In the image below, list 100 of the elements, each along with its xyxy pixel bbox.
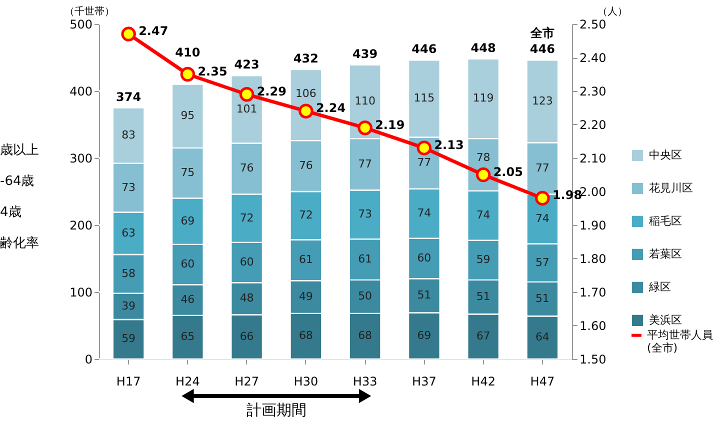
data-label: 76 — [240, 162, 254, 175]
data-label: 77 — [358, 157, 372, 170]
y2-tick-label: 2.30 — [580, 84, 606, 98]
legend-label: 若葉区 — [649, 247, 682, 260]
y-tick-label: 0 — [84, 352, 92, 366]
data-label: 101 — [236, 102, 258, 116]
total-label: 432 — [293, 52, 318, 66]
data-label: 2.35 — [198, 64, 228, 78]
total-label: 423 — [234, 58, 260, 72]
x-tick-label: H47 — [530, 374, 555, 388]
total-label: 446 — [412, 42, 437, 56]
point — [298, 104, 314, 118]
data-label: 60 — [180, 258, 195, 271]
data-label: 2.47 — [138, 24, 168, 38]
data-label: 49 — [298, 290, 313, 304]
y2-tick-label: 1.90 — [580, 218, 606, 232]
total-label: 439 — [352, 46, 378, 61]
y2-tick-label: 1.80 — [580, 252, 606, 266]
data-label: 46 — [180, 293, 195, 306]
legend-label: 美浜区 — [649, 313, 682, 326]
data-label: 75 — [180, 166, 195, 180]
y-tick-label: 400 — [70, 84, 92, 98]
data-label: 115 — [414, 92, 435, 105]
data-label: 2.24 — [316, 101, 346, 116]
data-label: 69 — [180, 214, 195, 228]
y2-tick-label: 2.10 — [580, 152, 606, 166]
data-label: 39 — [122, 299, 136, 312]
data-label: 68 — [298, 329, 313, 342]
text: -64歳 — [0, 174, 34, 189]
total-label: 374 — [116, 90, 142, 104]
data-label: 78 — [476, 150, 490, 164]
data-label: 57 — [535, 256, 550, 269]
total-label: 410 — [175, 45, 200, 60]
data-label: 72 — [298, 208, 313, 222]
point — [358, 120, 372, 136]
text: 計画期間 — [246, 401, 306, 419]
text: 歳以上 — [0, 143, 39, 158]
point — [121, 26, 136, 42]
y-tick-label: 200 — [70, 218, 92, 232]
legend-label: 稲毛区 — [649, 214, 682, 228]
y-tick-label: 500 — [70, 18, 92, 32]
data-label: 64 — [535, 330, 550, 344]
data-label: 61 — [358, 252, 372, 266]
data-label: 74 — [535, 212, 550, 225]
y-axis-title: （千世帯） — [64, 6, 114, 18]
legend-label: 中央区 — [649, 148, 682, 162]
data-label: 50 — [358, 290, 372, 303]
x-tick-label: H24 — [176, 374, 200, 388]
y-tick-label: 100 — [70, 286, 92, 300]
total-label: 446 — [530, 42, 555, 56]
x-tick-label: H37 — [412, 374, 436, 388]
data-label: 51 — [535, 292, 550, 306]
data-label: 51 — [476, 290, 490, 304]
data-label: 73 — [122, 180, 136, 194]
data-label: 2.29 — [256, 84, 286, 98]
text: 齢化率 — [0, 235, 39, 251]
data-label: 110 — [354, 94, 376, 108]
data-label: 59 — [476, 253, 490, 266]
x-tick-label: H42 — [471, 374, 496, 388]
legend-label: 平均世帯人員(全市) — [647, 328, 713, 354]
x-tick-label: H33 — [352, 374, 378, 388]
data-label: 51 — [417, 288, 432, 302]
data-label: 2.13 — [434, 138, 464, 152]
data-label: 58 — [122, 266, 136, 280]
data-label: 48 — [240, 292, 254, 305]
data-label: 77 — [417, 156, 432, 170]
data-label: 69 — [417, 328, 432, 342]
data-label: 106 — [295, 87, 316, 100]
data-label: 67 — [476, 330, 490, 343]
y2-tick-label: 2.20 — [580, 118, 606, 132]
data-label: 74 — [476, 208, 490, 222]
annotation: 全市 — [529, 26, 554, 40]
y2-tick-label: 2.40 — [580, 51, 606, 65]
legend-label: 花見川区 — [649, 181, 693, 194]
y2-tick-label: 1.50 — [580, 352, 606, 366]
y-tick-label: 300 — [70, 152, 92, 166]
data-label: 123 — [532, 94, 553, 108]
data-label: 60 — [417, 252, 432, 264]
data-label: 63 — [122, 226, 136, 240]
data-label: 65 — [180, 330, 195, 344]
data-label: 2.05 — [493, 164, 523, 179]
data-label: 59 — [122, 332, 136, 346]
data-label: 73 — [358, 208, 372, 221]
data-label: 83 — [122, 128, 136, 142]
data-label: 77 — [535, 161, 550, 174]
point — [239, 86, 254, 102]
data-label: 2.19 — [375, 118, 405, 132]
data-label: 60 — [240, 256, 254, 269]
data-label: 76 — [298, 159, 313, 172]
point — [535, 190, 550, 206]
text: 4歳 — [0, 205, 22, 220]
x-tick-label: H30 — [294, 374, 318, 388]
data-label: 74 — [417, 206, 432, 220]
x-tick-label: H27 — [234, 374, 259, 388]
point — [180, 66, 196, 82]
point — [476, 167, 491, 182]
data-label: 61 — [298, 253, 313, 266]
data-label: 66 — [240, 330, 254, 343]
data-label: 68 — [358, 329, 372, 342]
legend-label: 緑区 — [648, 280, 671, 294]
